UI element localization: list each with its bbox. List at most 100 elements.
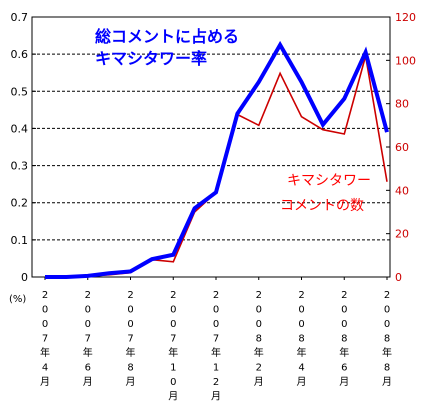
annotation-line: キマシタワー <box>287 173 371 189</box>
left-tick-label: 0.3 <box>11 160 29 173</box>
x-tick-char: 2 <box>341 290 347 301</box>
x-tick-char: 0 <box>85 305 91 316</box>
x-tick-char: 1 <box>213 363 219 374</box>
x-tick-char: 4 <box>298 363 304 374</box>
x-tick-char: 月 <box>254 376 264 388</box>
x-tick-char: 7 <box>170 334 176 345</box>
x-tick-char: 6 <box>341 363 347 374</box>
x-tick-char: 0 <box>170 377 176 388</box>
x-tick-char: 0 <box>170 305 176 316</box>
right-axis-ticks: 0 20 40 60 80 100 120 <box>386 11 416 284</box>
x-tick-char: 8 <box>384 363 390 374</box>
x-tick-char: 2 <box>213 290 219 301</box>
plot-frame <box>31 16 391 278</box>
share-line <box>45 40 389 279</box>
x-tick-char: 月 <box>126 376 136 388</box>
x-tick-char: 0 <box>384 305 390 316</box>
right-tick-label: 80 <box>395 98 409 111</box>
x-tick-label: 2 0 0 7年 1 0 月 <box>168 290 178 403</box>
left-tick-label: 0.5 <box>11 85 29 98</box>
x-tick-char: 年 <box>126 346 136 359</box>
x-tick-char: 8 <box>256 334 262 345</box>
x-tick-char: 0 <box>127 305 133 316</box>
x-tick-char: 月 <box>382 376 392 388</box>
x-tick-char: 2 <box>170 290 176 301</box>
x-tick-label: 2 0 0 7年 8 月 <box>126 290 136 388</box>
x-tick-char: 2 <box>42 290 48 301</box>
x-tick-char: 0 <box>42 319 48 330</box>
x-tick-char: 0 <box>341 305 347 316</box>
right-tick-label: 0 <box>395 271 402 284</box>
right-tick-label: 120 <box>395 11 416 24</box>
x-tick-char: 2 <box>256 363 262 374</box>
x-tick-label: 2 0 0 8年 4 月 <box>297 290 307 388</box>
x-tick-char: 4 <box>42 363 48 374</box>
left-tick-label: 0 <box>21 271 28 284</box>
left-tick-label: 0.4 <box>11 122 29 135</box>
x-tick-char: 2 <box>127 290 133 301</box>
x-tick-char: 月 <box>83 376 93 388</box>
x-tick-char: 月 <box>297 376 307 388</box>
x-tick-char: 月 <box>339 376 349 388</box>
x-tick-char: 0 <box>298 319 304 330</box>
x-tick-char: 2 <box>256 290 262 301</box>
series-layer <box>45 40 389 279</box>
chart-title-line: キマシタワー率 <box>95 49 207 68</box>
left-tick-label: 0.2 <box>11 197 29 210</box>
x-tick-char: 0 <box>256 305 262 316</box>
x-tick-char: 0 <box>42 305 48 316</box>
x-tick-char: 月 <box>40 376 50 388</box>
x-tick-char: 1 <box>170 363 176 374</box>
x-tick-label: 2 0 0 8年 6 月 <box>339 290 349 388</box>
x-tick-label: 2 0 0 8年 2 月 <box>254 290 264 388</box>
chart-title-line: 総コメントに占める <box>95 27 239 46</box>
x-tick-char: 7 <box>85 334 91 345</box>
x-tick-char: 月 <box>211 391 221 403</box>
left-tick-label: 0.1 <box>11 234 29 247</box>
x-tick-char: 8 <box>341 334 347 345</box>
x-tick-char: 0 <box>213 319 219 330</box>
x-tick-char: 年 <box>254 346 264 359</box>
x-tick-char: 年 <box>339 346 349 359</box>
x-tick-char: 8 <box>127 363 133 374</box>
x-tick-char: 2 <box>298 290 304 301</box>
x-tick-char: 0 <box>256 319 262 330</box>
count-line <box>45 55 388 278</box>
x-tick-char: 0 <box>127 319 133 330</box>
x-tick-char: 8 <box>384 334 390 345</box>
x-tick-char: 年 <box>382 346 392 359</box>
x-tick-char: 0 <box>213 305 219 316</box>
x-tick-char: 7 <box>127 334 133 345</box>
x-tick-char: 2 <box>85 290 91 301</box>
x-tick-char: 0 <box>298 305 304 316</box>
x-tick-label: 2 0 0 7年 4 月 <box>40 290 50 388</box>
annotation-line: コメントの数 <box>280 198 364 214</box>
x-tick-char: 6 <box>85 363 91 374</box>
x-tick-char: 年 <box>211 346 221 359</box>
x-axis-ticks: 2007年4月2007年6月2007年8月2007年10月2007年12月200… <box>40 277 392 403</box>
right-tick-label: 20 <box>395 228 409 241</box>
x-tick-char: 月 <box>168 391 178 403</box>
x-tick-char: 8 <box>298 334 304 345</box>
right-tick-label: 100 <box>395 54 416 67</box>
left-tick-label: 0.7 <box>11 11 29 24</box>
right-tick-label: 60 <box>395 141 409 154</box>
x-tick-char: 年 <box>168 346 178 359</box>
left-axis-ticks: 0 0.1 0.2 0.3 0.4 0.5 0.6 0.7 <box>11 11 36 284</box>
left-axis-unit: (%) <box>9 294 26 305</box>
right-tick-label: 40 <box>395 184 409 197</box>
x-tick-char: 0 <box>341 319 347 330</box>
x-tick-char: 0 <box>384 319 390 330</box>
x-tick-char: 7 <box>213 334 219 345</box>
x-tick-char: 年 <box>83 346 93 359</box>
x-tick-label: 2 0 0 7年 6 月 <box>83 290 93 388</box>
left-tick-label: 0.6 <box>11 48 29 61</box>
x-tick-char: 2 <box>213 377 219 388</box>
x-tick-char: 2 <box>384 290 390 301</box>
x-tick-label: 2 0 0 7年 1 2 月 <box>211 290 221 403</box>
x-tick-char: 7 <box>42 334 48 345</box>
